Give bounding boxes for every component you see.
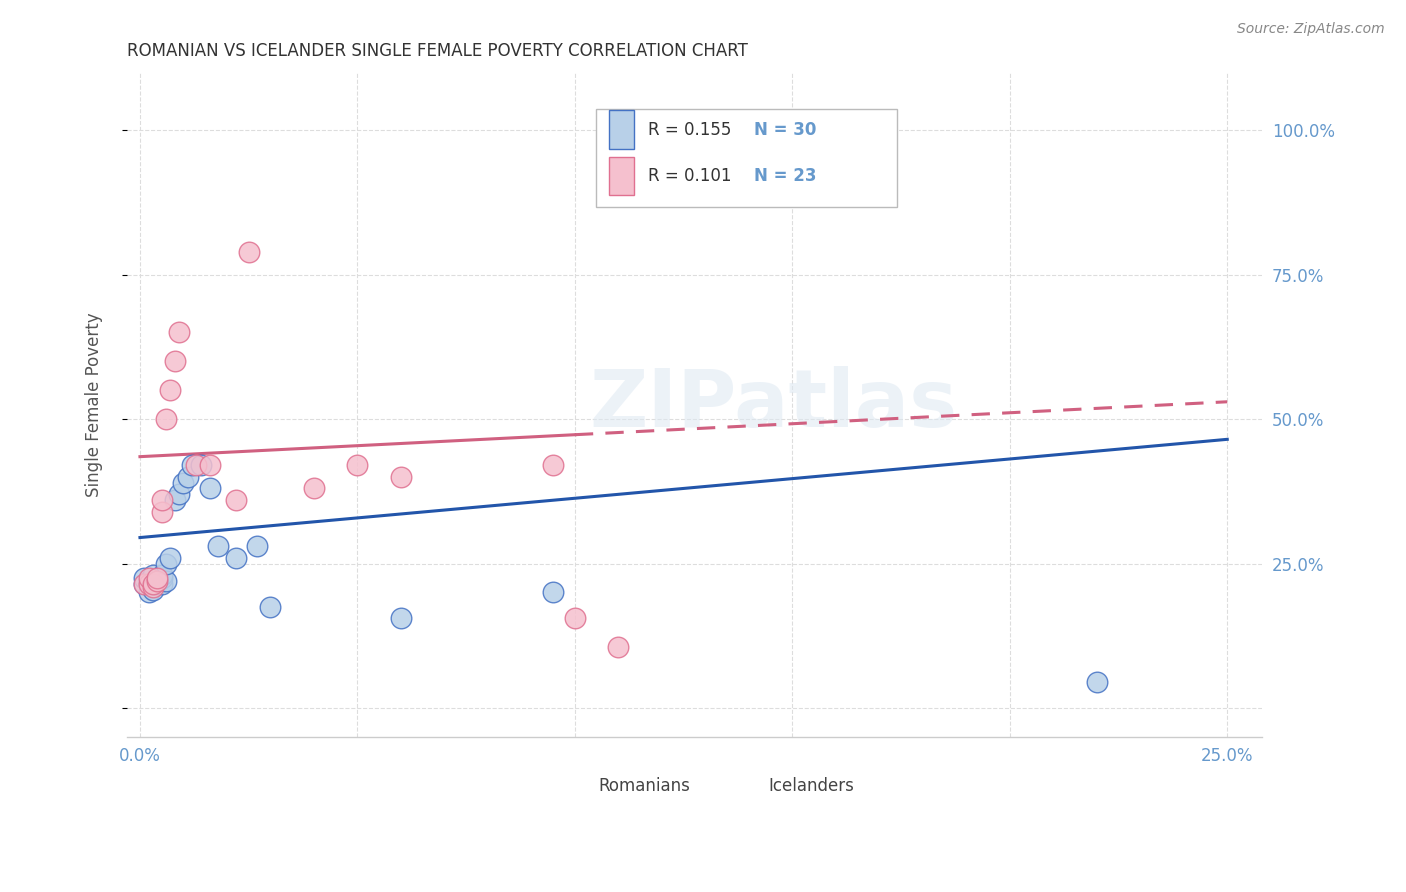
- FancyBboxPatch shape: [609, 111, 634, 149]
- Point: [607, 640, 630, 655]
- Point: [1085, 675, 1108, 690]
- Point: [142, 580, 165, 594]
- Point: [225, 493, 247, 508]
- Point: [541, 458, 564, 473]
- Point: [146, 574, 169, 588]
- Point: [142, 582, 165, 597]
- Point: [142, 568, 165, 582]
- Point: [225, 550, 247, 565]
- Text: N = 30: N = 30: [754, 120, 815, 138]
- Point: [198, 458, 221, 473]
- Point: [564, 611, 586, 625]
- Text: Romanians: Romanians: [598, 777, 690, 795]
- Point: [167, 326, 190, 340]
- Point: [150, 504, 173, 518]
- Point: [155, 574, 177, 588]
- Point: [150, 493, 173, 508]
- Point: [150, 571, 173, 585]
- Point: [159, 383, 181, 397]
- Point: [172, 475, 194, 490]
- Point: [238, 244, 260, 259]
- Point: [146, 571, 169, 585]
- Point: [302, 482, 325, 496]
- Point: [389, 470, 412, 484]
- FancyBboxPatch shape: [596, 109, 897, 207]
- Point: [150, 576, 173, 591]
- FancyBboxPatch shape: [564, 772, 589, 800]
- Point: [163, 493, 186, 508]
- Y-axis label: Single Female Poverty: Single Female Poverty: [86, 312, 103, 497]
- FancyBboxPatch shape: [734, 772, 759, 800]
- Point: [198, 482, 221, 496]
- Point: [167, 487, 190, 501]
- Point: [134, 571, 156, 585]
- Point: [177, 470, 200, 484]
- Point: [163, 354, 186, 368]
- Point: [246, 539, 269, 553]
- Text: ZIPatlas: ZIPatlas: [589, 366, 957, 443]
- Point: [541, 585, 564, 599]
- Point: [134, 576, 156, 591]
- Point: [159, 550, 181, 565]
- Point: [181, 458, 204, 473]
- Text: Source: ZipAtlas.com: Source: ZipAtlas.com: [1237, 22, 1385, 37]
- Point: [155, 557, 177, 571]
- Text: N = 23: N = 23: [754, 167, 815, 185]
- Point: [134, 576, 156, 591]
- Text: R = 0.155: R = 0.155: [648, 120, 731, 138]
- Point: [146, 574, 169, 588]
- Point: [150, 568, 173, 582]
- Point: [155, 412, 177, 426]
- Point: [142, 576, 165, 591]
- Point: [259, 599, 281, 614]
- Point: [346, 458, 368, 473]
- Point: [389, 611, 412, 625]
- Point: [146, 576, 169, 591]
- Point: [190, 458, 212, 473]
- Point: [186, 458, 208, 473]
- Text: R = 0.101: R = 0.101: [648, 167, 731, 185]
- Point: [142, 576, 165, 591]
- Point: [138, 574, 160, 588]
- Text: Icelanders: Icelanders: [768, 777, 853, 795]
- Point: [138, 585, 160, 599]
- Point: [207, 539, 229, 553]
- Point: [138, 576, 160, 591]
- Text: ROMANIAN VS ICELANDER SINGLE FEMALE POVERTY CORRELATION CHART: ROMANIAN VS ICELANDER SINGLE FEMALE POVE…: [127, 42, 748, 60]
- Point: [138, 576, 160, 591]
- FancyBboxPatch shape: [609, 157, 634, 195]
- Point: [138, 571, 160, 585]
